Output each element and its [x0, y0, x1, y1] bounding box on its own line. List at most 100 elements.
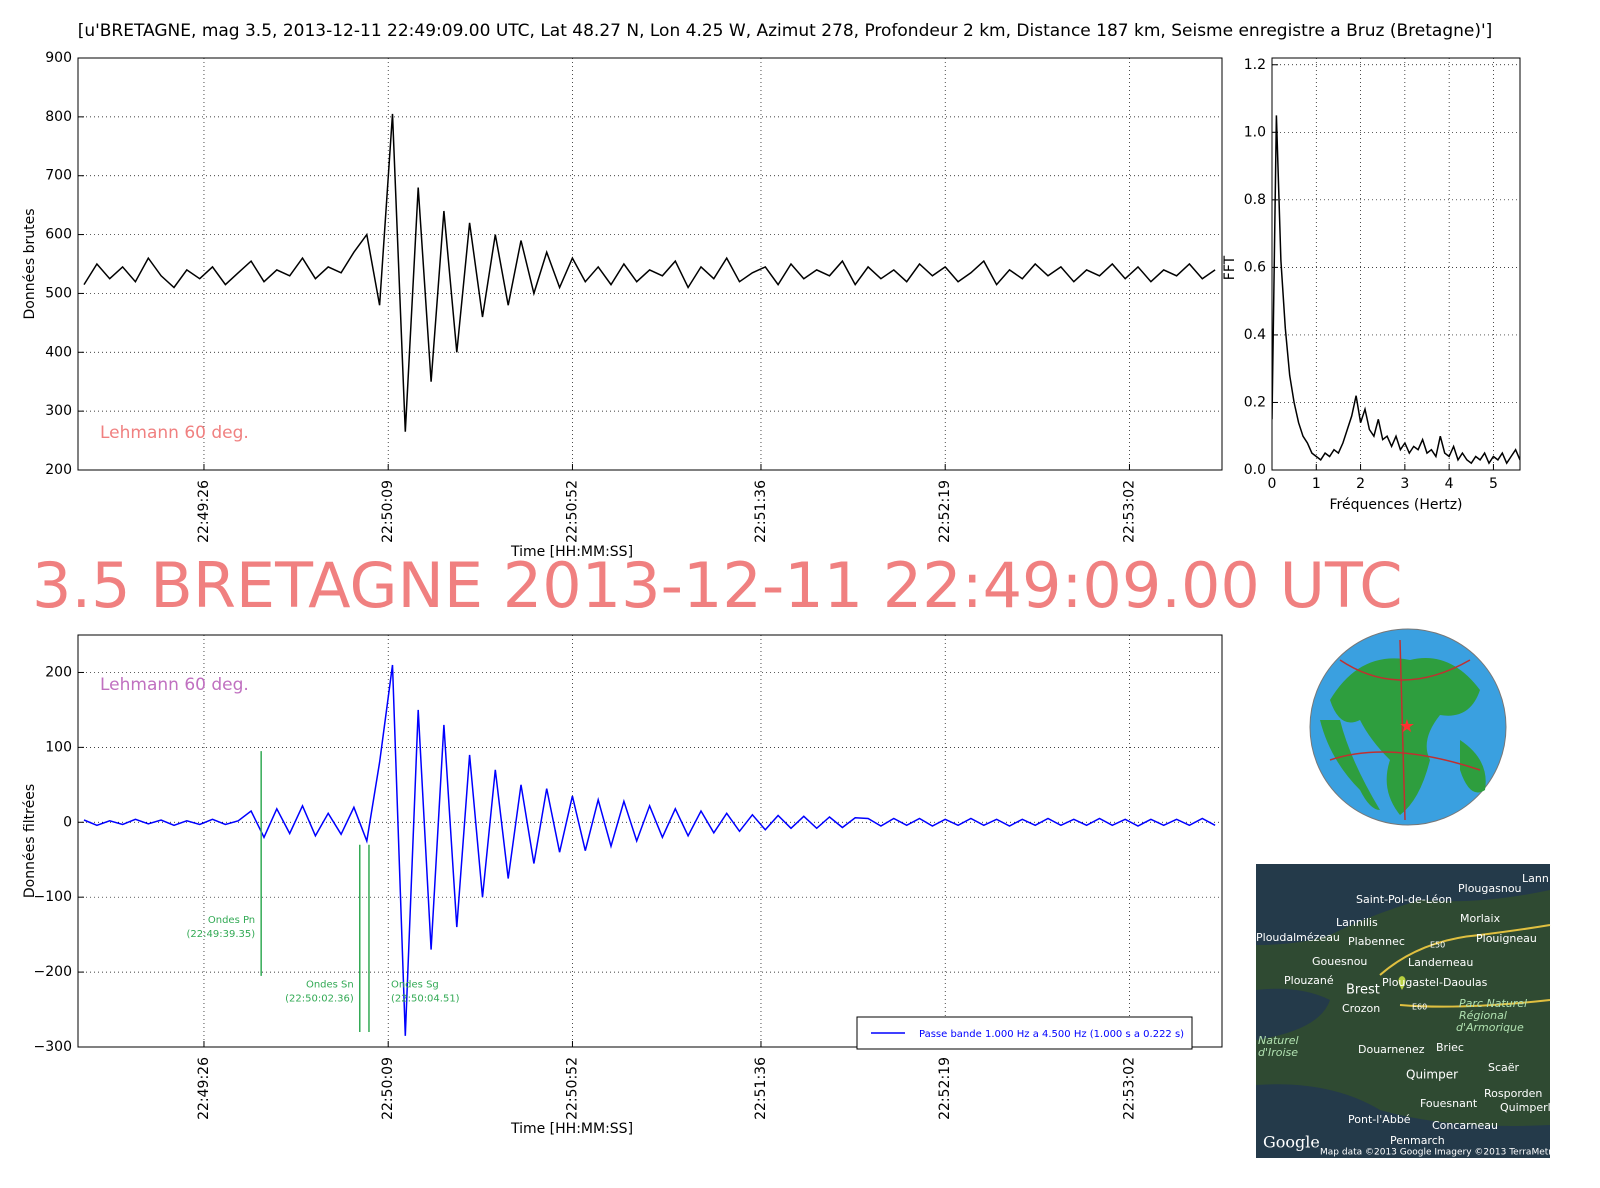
- x-tick-label: 1: [1312, 476, 1321, 492]
- map-label: Crozon: [1342, 1002, 1380, 1015]
- y-tick-label: 0: [63, 814, 72, 830]
- page-title: [u'BRETAGNE, mag 3.5, 2013-12-11 22:49:0…: [78, 21, 1493, 41]
- y-tick-label: 200: [45, 664, 72, 680]
- x-tick-label: 2: [1356, 476, 1365, 492]
- series-line: [1272, 115, 1520, 465]
- map-label: Landerneau: [1408, 956, 1473, 969]
- map-label: Naturel: [1258, 1034, 1299, 1047]
- map-label: Brest: [1346, 983, 1380, 998]
- plot-frame: [1271, 57, 1521, 471]
- map-label: Plougasnou: [1458, 882, 1522, 895]
- map-label: d'Iroise: [1258, 1046, 1298, 1059]
- y-axis-label: Données brutes: [22, 209, 38, 320]
- x-tick-label: 22:50:52: [564, 480, 580, 543]
- y-tick-label: 0.8: [1244, 192, 1266, 208]
- y-tick-label: 400: [45, 344, 72, 360]
- y-tick-label: 600: [45, 227, 72, 243]
- y-tick-label: 1.0: [1244, 124, 1266, 140]
- pick-label: Ondes Sn: [306, 980, 354, 991]
- map-label: Quimperlé: [1500, 1101, 1558, 1114]
- x-tick-label: 22:53:02: [1121, 480, 1137, 543]
- legend-box: [856, 1016, 1193, 1050]
- y-tick-label: 700: [45, 168, 72, 184]
- y-tick-label: 1.2: [1244, 57, 1266, 73]
- y-tick-label: 500: [45, 285, 72, 301]
- map-label: Saint-Pol-de-Léon: [1356, 893, 1452, 906]
- y-axis-label: FFT: [1222, 255, 1238, 280]
- map-label: Plougastel-Daoulas: [1382, 976, 1488, 989]
- pick-label: Ondes Pn: [208, 915, 255, 926]
- plot-area: [83, 664, 1216, 1036]
- legend-label: Passe bande 1.000 Hz a 4.500 Hz (1.000 s…: [919, 1029, 1184, 1040]
- map-label: Plouigneau: [1476, 932, 1537, 945]
- x-tick-label: 22:51:36: [753, 480, 769, 543]
- map-label: d'Armorique: [1456, 1021, 1524, 1034]
- y-tick-label: 800: [45, 109, 72, 125]
- y-tick-label: −300: [34, 1039, 72, 1055]
- series-line: [83, 664, 1216, 1036]
- y-tick-label: 0.6: [1244, 259, 1266, 275]
- x-axis-label: Fréquences (Hertz): [1329, 497, 1462, 513]
- map-label: Briec: [1436, 1041, 1464, 1054]
- map-label: Quimper: [1406, 1068, 1458, 1082]
- map-label: Douarnenez: [1358, 1043, 1425, 1056]
- x-tick-label: 22:50:52: [564, 1057, 580, 1120]
- map-label: E50: [1430, 941, 1445, 950]
- svg-text:★: ★: [1399, 716, 1415, 737]
- x-tick-label: 22:50:09: [380, 1057, 396, 1120]
- plot-frame: [77, 57, 1223, 471]
- globe: ★: [1309, 628, 1507, 826]
- y-tick-label: 0.0: [1244, 462, 1266, 478]
- map-label: Penmarch: [1390, 1134, 1445, 1147]
- map-label: Google: [1263, 1133, 1320, 1152]
- annotation: Lehmann 60 deg.: [100, 675, 249, 695]
- map-label: Pont-l'Abbé: [1348, 1113, 1411, 1126]
- pick-time: (22:49:39.35): [187, 929, 256, 940]
- map-label: Lann: [1522, 872, 1549, 885]
- map-label: Plouzané: [1284, 974, 1334, 987]
- y-tick-label: 100: [45, 739, 72, 755]
- y-tick-label: 200: [45, 462, 72, 478]
- map-label: Fouesnant: [1420, 1097, 1478, 1110]
- pick-time: (22:50:02.36): [285, 994, 354, 1005]
- x-tick-label: 3: [1400, 476, 1409, 492]
- x-tick-label: 5: [1489, 476, 1498, 492]
- y-tick-label: 300: [45, 403, 72, 419]
- map-label: Gouesnou: [1312, 955, 1367, 968]
- x-tick-label: 22:53:02: [1121, 1057, 1137, 1120]
- x-axis-label: Time [HH:MM:SS]: [510, 1121, 633, 1137]
- map: Lann Plougasnou Saint-Pol-de-Léon Lannil…: [1256, 864, 1564, 1158]
- series-line: [83, 113, 1216, 432]
- annotation: Lehmann 60 deg.: [100, 423, 249, 443]
- heading: 3.5 BRETAGNE 2013-12-11 22:49:09.00 UTC: [32, 549, 1402, 622]
- plot-frame: [77, 634, 1223, 1048]
- x-tick-label: 22:49:26: [196, 480, 212, 543]
- map-label: Plabennec: [1348, 935, 1405, 948]
- map-label: Concarneau: [1432, 1119, 1498, 1132]
- map-label: E60: [1412, 1003, 1427, 1012]
- y-tick-label: −100: [34, 889, 72, 905]
- x-tick-label: 22:52:19: [937, 1057, 953, 1120]
- pick-label: Ondes Sg: [391, 980, 439, 991]
- map-attribution: Map data ©2013 Google Imagery ©2013 Terr…: [1320, 1148, 1564, 1158]
- map-label: Rosporden: [1484, 1087, 1542, 1100]
- map-label: Régional: [1459, 1009, 1507, 1022]
- x-tick-label: 22:50:09: [380, 480, 396, 543]
- map-label: Ploudalmézeau: [1256, 931, 1340, 944]
- y-tick-label: 0.2: [1244, 394, 1266, 410]
- map-label: Lannilis: [1336, 916, 1378, 929]
- plot-area: [1272, 115, 1520, 465]
- x-tick-label: 22:52:19: [937, 480, 953, 543]
- x-tick-label: 22:51:36: [753, 1057, 769, 1120]
- y-tick-label: 900: [45, 50, 72, 66]
- y-axis-label: Données filtrées: [22, 784, 38, 898]
- map-label: Parc Naturel: [1459, 997, 1527, 1010]
- pick-time: (22:50:04.51): [391, 994, 460, 1005]
- y-tick-label: 0.4: [1244, 327, 1266, 343]
- plot-area: [83, 113, 1216, 432]
- x-tick-label: 4: [1445, 476, 1454, 492]
- map-label: Morlaix: [1460, 912, 1501, 925]
- x-tick-label: 22:49:26: [196, 1057, 212, 1120]
- x-axis-label: Time [HH:MM:SS]: [510, 544, 633, 560]
